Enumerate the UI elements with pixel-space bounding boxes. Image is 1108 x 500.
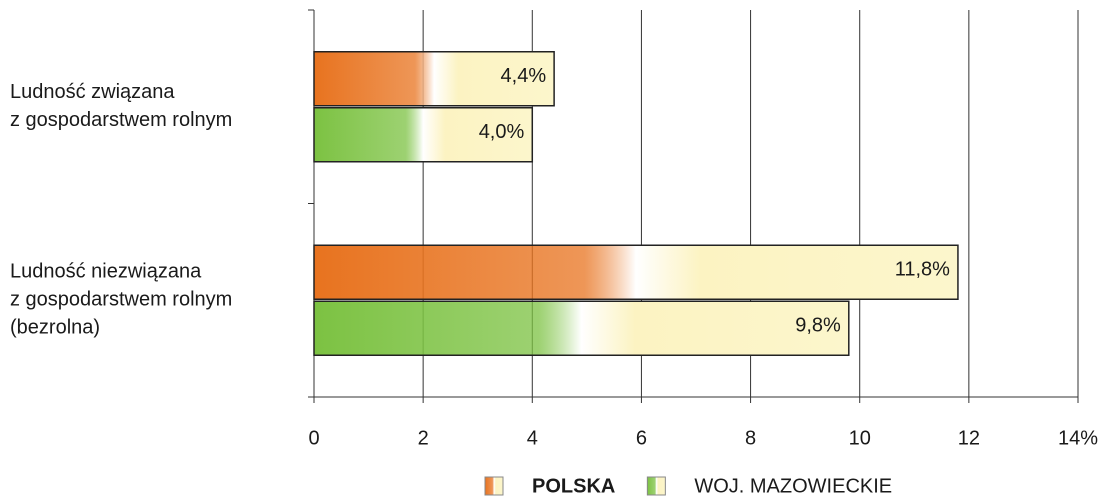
bar: [313, 107, 534, 163]
category-label: Ludność związana: [10, 81, 175, 103]
category-label: z gospodarstwem rolnym: [10, 109, 232, 131]
x-tick-label: 6: [636, 427, 647, 449]
legend-swatch: [646, 476, 666, 496]
value-label: 11,8%: [895, 259, 950, 281]
bar: [313, 244, 959, 300]
x-tick-label: 8: [745, 427, 756, 449]
category-label: z gospodarstwem rolnym: [10, 289, 232, 311]
x-tick-label: 4: [527, 427, 538, 449]
category-label: (bezrolna): [10, 317, 100, 339]
value-label: 4,4%: [501, 65, 547, 87]
x-tick-label: 10: [849, 427, 871, 449]
value-label: 9,8%: [795, 315, 841, 337]
x-tick-label: 12: [958, 427, 980, 449]
bar: [313, 300, 850, 356]
x-tick-label: 2: [418, 427, 429, 449]
bar: [313, 51, 555, 107]
legend-swatch: [484, 476, 504, 496]
x-tick-label: 14%: [1058, 427, 1098, 449]
value-label: 4,0%: [479, 121, 525, 143]
legend-label: POLSKA: [532, 475, 615, 497]
legend-label: WOJ. MAZOWIECKIE: [694, 475, 892, 497]
category-label: Ludność niezwiązana: [10, 261, 202, 283]
x-tick-label: 0: [308, 427, 319, 449]
